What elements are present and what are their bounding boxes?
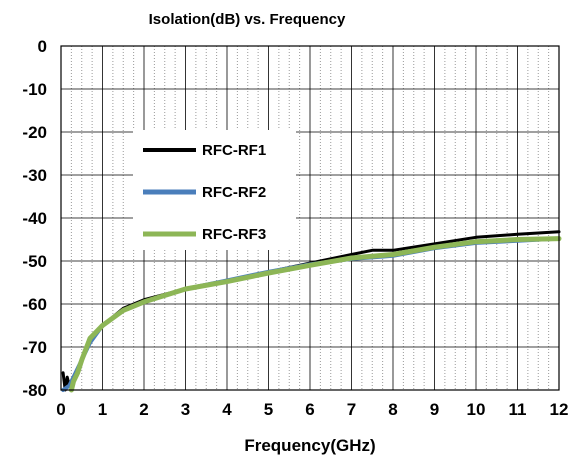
series-layer — [61, 230, 562, 393]
x-tick-label: 7 — [347, 400, 356, 419]
y-tick-label: -80 — [22, 381, 47, 400]
x-tick-label: 6 — [305, 400, 314, 419]
y-tick-label: -40 — [22, 209, 47, 228]
chart-title: Isolation(dB) vs. Frequency — [149, 11, 346, 28]
y-tick-label: -70 — [22, 338, 47, 357]
y-tick-label: 0 — [38, 37, 47, 56]
x-tick-label: 9 — [430, 400, 439, 419]
y-tick-label: -20 — [22, 123, 47, 142]
legend-label-rfc-rf2: RFC-RF2 — [202, 184, 266, 201]
y-tick-label: -60 — [22, 295, 47, 314]
plot-frame — [60, 45, 560, 391]
x-tick-labels: 0 1 2 3 4 5 6 7 8 9 10 11 12 — [56, 400, 568, 419]
series-line-rfc-rf1 — [61, 230, 561, 392]
series-line-rfc-rf3 — [68, 236, 562, 393]
x-tick-label: 1 — [98, 400, 107, 419]
x-tick-label: 3 — [181, 400, 190, 419]
x-tick-label: 8 — [388, 400, 397, 419]
x-tick-label: 0 — [56, 400, 65, 419]
y-tick-label: -10 — [22, 80, 47, 99]
x-tick-label: 12 — [550, 400, 569, 419]
legend-label-rfc-rf3: RFC-RF3 — [202, 226, 266, 243]
y-tick-label: -50 — [22, 252, 47, 271]
x-tick-label: 2 — [139, 400, 148, 419]
x-axis-label: Frequency(GHz) — [244, 436, 375, 455]
y-tick-labels: 0 -10 -20 -30 -40 -50 -60 -70 -80 — [22, 37, 47, 400]
legend-label-rfc-rf1: RFC-RF1 — [202, 142, 266, 159]
x-tick-label: 10 — [467, 400, 486, 419]
x-tick-label: 5 — [264, 400, 273, 419]
legend: RFC-RF1 RFC-RF2 RFC-RF3 — [133, 130, 296, 250]
x-tick-label: 4 — [222, 400, 232, 419]
x-tick-label: 11 — [509, 400, 527, 419]
y-tick-label: -30 — [22, 166, 47, 185]
